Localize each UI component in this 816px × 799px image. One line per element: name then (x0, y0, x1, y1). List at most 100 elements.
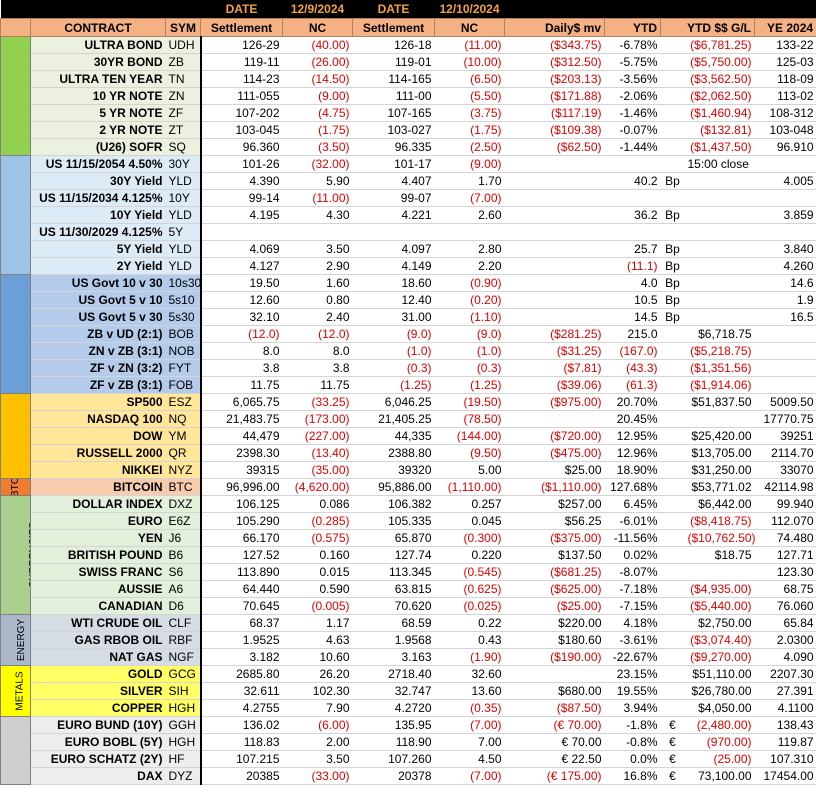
settlement-2: 4.221 (352, 206, 435, 224)
daily-mv: ($203.13) (504, 70, 605, 88)
nc-2: (7.00) (434, 767, 505, 785)
symbol: S6 (165, 563, 201, 581)
symbol: FYT (165, 359, 201, 377)
ytd-value: 12.95% (604, 427, 661, 445)
table-row: ULTRA TEN YEAR TN 114-23 (14.50) 114-165 (6.5… (1, 70, 816, 88)
settlement-2: 119-01 (352, 53, 435, 71)
ytd-unit (660, 138, 685, 156)
column-header-row: CONTRACT SYM Settlement NC Settlement NC… (0, 18, 816, 37)
settlement-1: 127.52 (199, 546, 283, 564)
symbol: 10Y (165, 189, 201, 207)
ytd-unit (660, 682, 685, 700)
ytd-gl: (970.00) (684, 733, 755, 751)
symbol: NQ (165, 410, 201, 428)
group-label: YIELD CURVES (0, 274, 31, 394)
ye-value: 1.9 (754, 291, 816, 309)
daily-mv: ($975.00) (504, 393, 605, 411)
settlement-1: 19.50 (199, 274, 283, 292)
contract-name: SILVER (30, 682, 166, 700)
settlement-1: 3.8 (199, 359, 283, 377)
symbol: YLD (165, 257, 201, 275)
ytd-value: 0.0% (604, 750, 661, 768)
ye-value: 3.840 (754, 240, 816, 258)
ytd-value (604, 223, 661, 241)
nc-1: 4.30 (282, 206, 353, 224)
settlement-2: 105.335 (352, 512, 435, 530)
ytd-value: -11.56% (604, 529, 661, 547)
nc-1: 2.00 (282, 733, 353, 751)
table-row: ZF v ZN (3:2) FYT 3.8 3.8 (0.3) (0.3) ($7.81)(… (1, 359, 816, 377)
settlement-2: 126-18 (352, 36, 435, 54)
daily-mv: $180.60 (504, 631, 605, 649)
ytd-unit: Bp (660, 172, 685, 190)
ytd-value: 3.94% (604, 699, 661, 717)
ytd-value: -3.56% (604, 70, 661, 88)
settlement-2: 3.163 (352, 648, 435, 666)
nc-1: 1.17 (282, 614, 353, 632)
settlement-1: 96,996.00 (199, 478, 283, 496)
ytd-gl: ($8,418.75) (684, 512, 755, 530)
nc-1: 26.20 (282, 665, 353, 683)
settlement-2: 127.74 (352, 546, 435, 564)
nc-2 (434, 223, 505, 241)
ytd-value: (167.0) (604, 342, 661, 360)
settlement-2: 96.335 (352, 138, 435, 156)
table-row: NIKKEI NYZ 39315 (35.00) 39320 5.00 $25.00 18.9… (1, 461, 816, 479)
nc-2: (9.00) (434, 155, 505, 173)
ytd-gl: ($3,562.50) (684, 70, 755, 88)
nc-2: (1.0) (434, 342, 505, 360)
ytd-unit (660, 699, 685, 717)
settlement-1: 101-26 (199, 155, 283, 173)
ytd-gl: $31,250.00 (684, 461, 755, 479)
symbol: ESZ (165, 393, 201, 411)
ytd-value: -7.18% (604, 580, 661, 598)
nc-2: (0.3) (434, 359, 505, 377)
settlement-2: 44,335 (352, 427, 435, 445)
contract-name: NAT GAS (30, 648, 166, 666)
contract-name: NIKKEI (30, 461, 166, 479)
contract-name: NASDAQ 100 (30, 410, 166, 428)
settlement-2: 4.149 (352, 257, 435, 275)
ytd-unit (660, 53, 685, 71)
ytd-gl: 73,100.00 (684, 767, 755, 785)
nc-2: (19.50) (434, 393, 505, 411)
nc-1: 3.50 (282, 750, 353, 768)
nc-2: 0.22 (434, 614, 505, 632)
settlement-1: 2398.30 (199, 444, 283, 462)
contract-name: DOW (30, 427, 166, 445)
col-contract: CONTRACT (30, 18, 166, 37)
ytd-value: 20.45% (604, 410, 661, 428)
nc-2: (10.00) (434, 53, 505, 71)
nc-1: 0.590 (282, 580, 353, 598)
ytd-gl (684, 240, 755, 258)
ytd-unit (660, 393, 685, 411)
ytd-unit (660, 546, 685, 564)
ytd-value: 16.8% (604, 767, 661, 785)
settlement-1: 64.440 (199, 580, 283, 598)
nc-2: 1.70 (434, 172, 505, 190)
ytd-value: -6.78% (604, 36, 661, 54)
contract-name: 5Y Yield (30, 240, 166, 258)
table-row: NAT GAS NGF 3.182 10.60 3.163 (1.90) ($190.00)… (1, 648, 816, 666)
ytd-unit: Bp (660, 291, 685, 309)
settlement-2: 101-17 (352, 155, 435, 173)
group-label: US TREASURIES (0, 155, 31, 275)
nc-2: (1.10) (434, 308, 505, 326)
ytd-gl: $4,050.00 (684, 699, 755, 717)
settlement-1: 32.611 (199, 682, 283, 700)
symbol: BOB (165, 325, 201, 343)
ytd-gl: $6,442.00 (684, 495, 755, 513)
nc-1: 0.015 (282, 563, 353, 581)
settlement-1: 136.02 (199, 716, 283, 734)
ye-value: 99.940 (754, 495, 816, 513)
ytd-unit (660, 342, 685, 360)
daily-mv (504, 308, 605, 326)
daily-mv (504, 189, 605, 207)
col-ytd-gl: YTD $$ G/L (660, 18, 755, 37)
symbol: BTC (165, 478, 201, 496)
nc-1: 4.63 (282, 631, 353, 649)
ye-value: 108-312 (754, 104, 816, 122)
symbol: HF (165, 750, 201, 768)
ytd-gl (684, 189, 755, 207)
